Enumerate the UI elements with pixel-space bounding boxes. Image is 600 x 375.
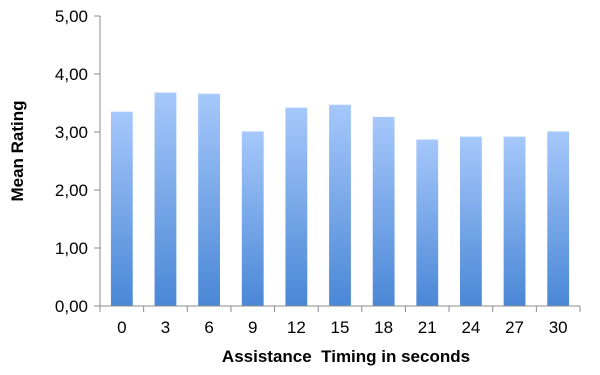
bar-12 xyxy=(285,107,308,306)
x-tick-label: 12 xyxy=(287,318,306,337)
bar-15 xyxy=(329,104,351,307)
x-tick-label: 21 xyxy=(418,318,437,337)
y-tick-label: 4,00 xyxy=(55,65,88,84)
x-tick-label: 18 xyxy=(374,318,393,337)
y-tick-label: 3,00 xyxy=(55,123,88,142)
bar-24 xyxy=(460,136,482,306)
bar-30 xyxy=(547,131,570,306)
bar-0 xyxy=(110,111,133,306)
x-tick-label: 15 xyxy=(331,318,350,337)
y-tick-label: 1,00 xyxy=(55,239,88,258)
x-tick-label: 3 xyxy=(161,318,170,337)
bar-27 xyxy=(503,136,526,306)
axes-group xyxy=(94,15,581,312)
y-tick-label: 5,00 xyxy=(55,7,88,26)
bars-group xyxy=(110,92,570,307)
x-tick-label: 6 xyxy=(204,318,213,337)
y-tick-label: 0,00 xyxy=(55,297,88,316)
y-tick-label: 2,00 xyxy=(55,181,88,200)
bar-6 xyxy=(198,93,220,306)
x-tick-label: 24 xyxy=(461,318,480,337)
x-tick-labels: 0 3 6 9 12 15 18 21 24 27 30 xyxy=(117,318,568,337)
y-tick-labels: 0,00 1,00 2,00 3,00 4,00 5,00 xyxy=(55,7,88,316)
bar-9 xyxy=(241,131,264,306)
bar-18 xyxy=(372,116,395,306)
x-tick-label: 9 xyxy=(248,318,257,337)
x-tick-label: 0 xyxy=(117,318,126,337)
x-tick-label: 27 xyxy=(505,318,524,337)
x-tick-label: 30 xyxy=(549,318,568,337)
x-axis-title: Assistance Timing in seconds xyxy=(222,347,470,366)
bar-21 xyxy=(416,139,439,306)
bar-3 xyxy=(154,92,177,306)
y-axis-title: Mean Rating xyxy=(8,100,27,201)
